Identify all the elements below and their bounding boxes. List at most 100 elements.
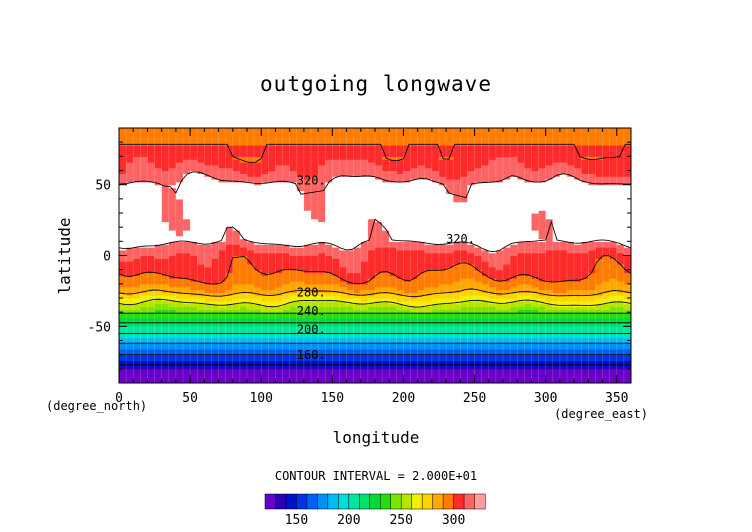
field-cell xyxy=(197,198,205,203)
field-cell xyxy=(453,230,461,234)
field-cell xyxy=(239,340,248,344)
field-cell xyxy=(126,380,134,383)
field-cell xyxy=(609,283,618,288)
field-cell xyxy=(296,193,305,197)
field-cell xyxy=(488,295,497,299)
field-cell xyxy=(247,215,255,220)
field-cell xyxy=(567,323,575,327)
field-cell xyxy=(325,266,333,271)
field-cell xyxy=(289,269,298,274)
field-cell xyxy=(303,360,312,364)
field-cell xyxy=(119,196,127,200)
field-cell xyxy=(154,230,163,234)
field-cell xyxy=(552,221,561,225)
field-cell xyxy=(282,346,291,350)
field-cell xyxy=(375,286,383,291)
field-cell xyxy=(232,184,241,189)
field-cell xyxy=(446,377,454,381)
field-cell xyxy=(119,337,127,342)
field-cell xyxy=(559,329,568,333)
field-cell xyxy=(154,247,163,251)
field-cell xyxy=(239,309,248,313)
field-cell xyxy=(602,309,611,313)
field-cell xyxy=(346,295,355,299)
field-cell xyxy=(410,351,419,356)
field-cell xyxy=(332,292,341,296)
field-cell xyxy=(318,306,326,310)
field-cell xyxy=(453,275,461,279)
field-cell xyxy=(595,357,604,361)
field-cell xyxy=(261,261,269,265)
field-cell xyxy=(175,349,184,353)
field-cell xyxy=(545,346,554,350)
field-cell xyxy=(602,266,611,271)
field-cell xyxy=(183,329,191,333)
field-cell xyxy=(211,326,220,330)
field-cell xyxy=(211,221,220,225)
field-cell xyxy=(488,360,497,364)
field-cell xyxy=(503,300,511,305)
field-cell xyxy=(531,303,540,308)
field-cell xyxy=(232,224,241,228)
field-cell xyxy=(495,213,504,217)
field-cell xyxy=(147,213,156,217)
field-cell xyxy=(339,261,348,265)
field-cell xyxy=(517,337,525,342)
field-cell xyxy=(446,278,454,282)
field-cell xyxy=(175,210,184,214)
field-cell xyxy=(389,309,397,313)
field-cell xyxy=(268,232,277,237)
field-cell xyxy=(225,357,234,361)
field-cell xyxy=(289,266,298,271)
field-cell xyxy=(175,380,184,383)
field-cell xyxy=(353,241,362,245)
field-cell xyxy=(538,357,547,361)
field-cell xyxy=(353,377,362,381)
field-cell xyxy=(439,207,447,211)
field-cell xyxy=(168,346,177,350)
field-cell xyxy=(360,286,369,291)
field-cell xyxy=(495,255,504,259)
field-cell xyxy=(396,354,405,359)
field-cell xyxy=(503,354,511,359)
field-cell xyxy=(545,218,554,223)
field-cell xyxy=(367,303,376,308)
field-cell xyxy=(311,198,319,203)
field-cell xyxy=(403,196,412,200)
field-cell xyxy=(254,306,262,310)
field-cell xyxy=(275,275,284,279)
field-cell xyxy=(481,368,490,373)
field-cell xyxy=(218,258,227,262)
field-cell xyxy=(375,326,383,330)
field-cell xyxy=(616,303,625,308)
field-cell xyxy=(126,368,134,373)
field-cell xyxy=(410,312,419,316)
field-cell xyxy=(254,264,262,268)
field-cell xyxy=(375,193,383,197)
field-cell xyxy=(367,269,376,274)
field-cell xyxy=(154,261,163,265)
field-cell xyxy=(574,306,582,310)
field-cell xyxy=(524,210,533,214)
field-cell xyxy=(503,255,511,259)
field-cell xyxy=(581,258,589,262)
field-cell xyxy=(588,312,597,316)
field-cell xyxy=(446,337,454,342)
field-cell xyxy=(147,241,156,245)
field-cell xyxy=(147,303,156,308)
field-cell xyxy=(353,315,362,319)
field-cell xyxy=(595,309,604,313)
field-cell xyxy=(609,187,618,191)
field-cell xyxy=(481,193,490,197)
field-cell xyxy=(552,261,561,265)
field-cell xyxy=(367,221,376,225)
field-cell xyxy=(510,329,518,333)
field-cell xyxy=(211,210,220,214)
field-cell xyxy=(247,235,255,240)
field-cell xyxy=(574,275,582,279)
field-cell xyxy=(332,269,341,274)
field-cell xyxy=(503,269,511,274)
field-cell xyxy=(332,374,341,378)
field-cell xyxy=(453,198,461,203)
field-cell xyxy=(147,247,156,251)
